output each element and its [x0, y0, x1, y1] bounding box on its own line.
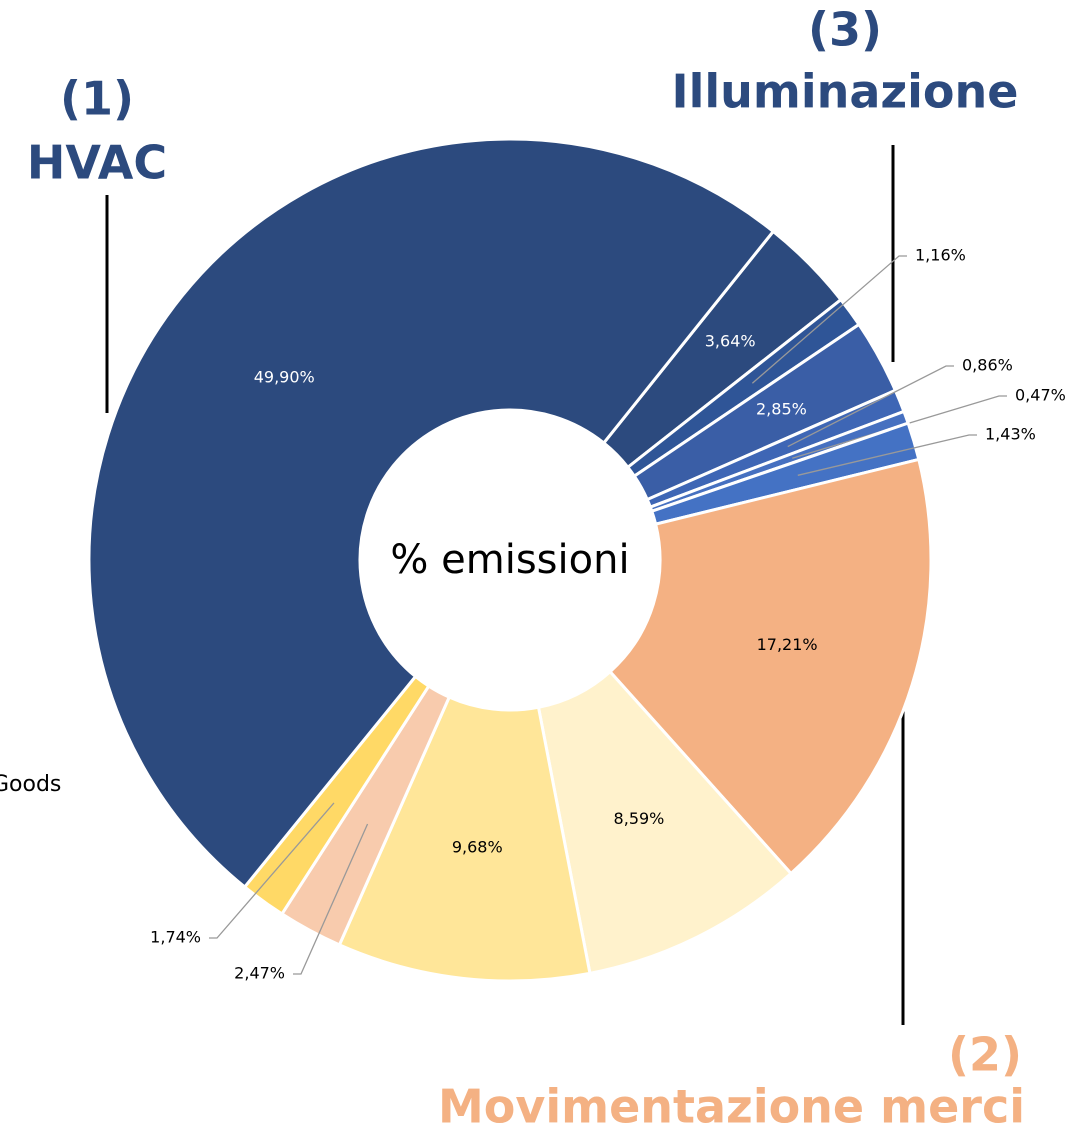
group-number: (3): [808, 3, 882, 57]
slice: [337, 695, 592, 983]
value-label: 3,64%: [705, 331, 756, 350]
leader-line: [787, 365, 954, 448]
leader-line: [797, 434, 977, 476]
group-number: (2): [948, 1028, 1022, 1082]
group-number: (1): [60, 72, 134, 126]
value-label: 1,16%: [915, 246, 966, 265]
value-label: 1,43%: [985, 425, 1036, 444]
annotation: Goods: [0, 772, 61, 797]
value-label: 2,47%: [234, 964, 285, 983]
value-label: 0,47%: [1015, 386, 1066, 405]
center-label: % emissioni: [390, 537, 629, 583]
group-name: Illuminazione: [672, 65, 1019, 119]
group-name: HVAC: [27, 136, 167, 190]
value-label: 1,74%: [150, 928, 201, 947]
leader-line: [209, 802, 335, 939]
slice: [87, 137, 776, 890]
value-label: 2,85%: [756, 400, 807, 419]
slice: [607, 457, 933, 876]
leader-line: [293, 823, 369, 975]
value-label: 49,90%: [254, 367, 315, 386]
group-name: Movimentazione merci: [438, 1080, 1025, 1134]
value-label: 9,68%: [452, 838, 503, 857]
slice: [536, 669, 794, 976]
value-label: 0,86%: [962, 356, 1013, 375]
leader-line: [751, 255, 907, 384]
value-label: 17,21%: [757, 635, 818, 654]
leader-line: [792, 395, 1007, 459]
value-label: 8,59%: [614, 809, 665, 828]
